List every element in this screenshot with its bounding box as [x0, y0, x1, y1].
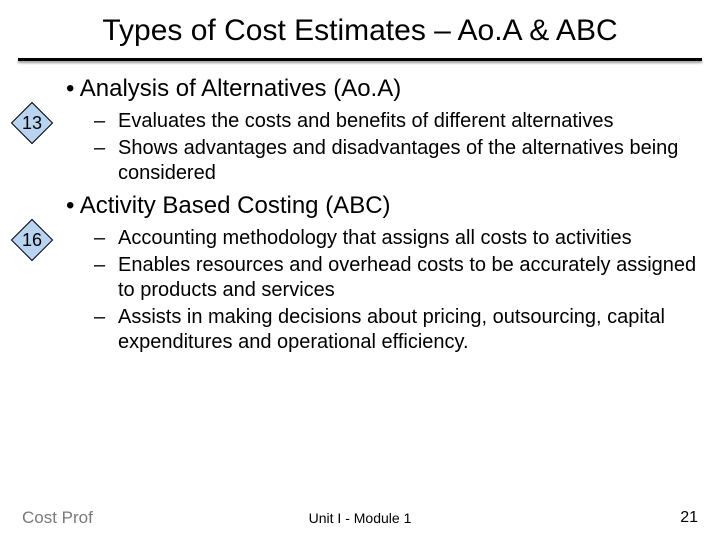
heading-aoa: Analysis of Alternatives (Ao.A): [10, 75, 700, 103]
footer: Cost Prof Unit I - Module 1 21: [0, 508, 720, 528]
badge-16: 16: [12, 220, 52, 260]
badge-13: 13: [12, 103, 52, 143]
content-area: 13 Analysis of Alternatives (Ao.A) Evalu…: [0, 75, 720, 355]
badge-number: 13: [22, 113, 42, 134]
list-item: Shows advantages and disadvantages of th…: [118, 136, 700, 186]
footer-center: Unit I - Module 1: [309, 510, 412, 526]
section-abc: 16 Activity Based Costing (ABC) Accounti…: [10, 192, 700, 355]
list-item: Accounting methodology that assigns all …: [118, 226, 700, 251]
section-aoa: 13 Analysis of Alternatives (Ao.A) Evalu…: [10, 75, 700, 186]
list-item: Evaluates the costs and benefits of diff…: [118, 109, 700, 134]
slide-title: Types of Cost Estimates – Ao.A & ABC: [0, 0, 720, 58]
heading-abc: Activity Based Costing (ABC): [10, 192, 700, 220]
footer-left: Cost Prof: [22, 508, 93, 528]
list-item: Assists in making decisions about pricin…: [118, 305, 700, 355]
list-item: Enables resources and overhead costs to …: [118, 253, 700, 303]
list-aoa: Evaluates the costs and benefits of diff…: [10, 109, 700, 186]
footer-page-number: 21: [680, 509, 698, 527]
title-underline: [18, 58, 702, 61]
list-abc: Accounting methodology that assigns all …: [10, 226, 700, 355]
badge-number: 16: [22, 230, 42, 251]
